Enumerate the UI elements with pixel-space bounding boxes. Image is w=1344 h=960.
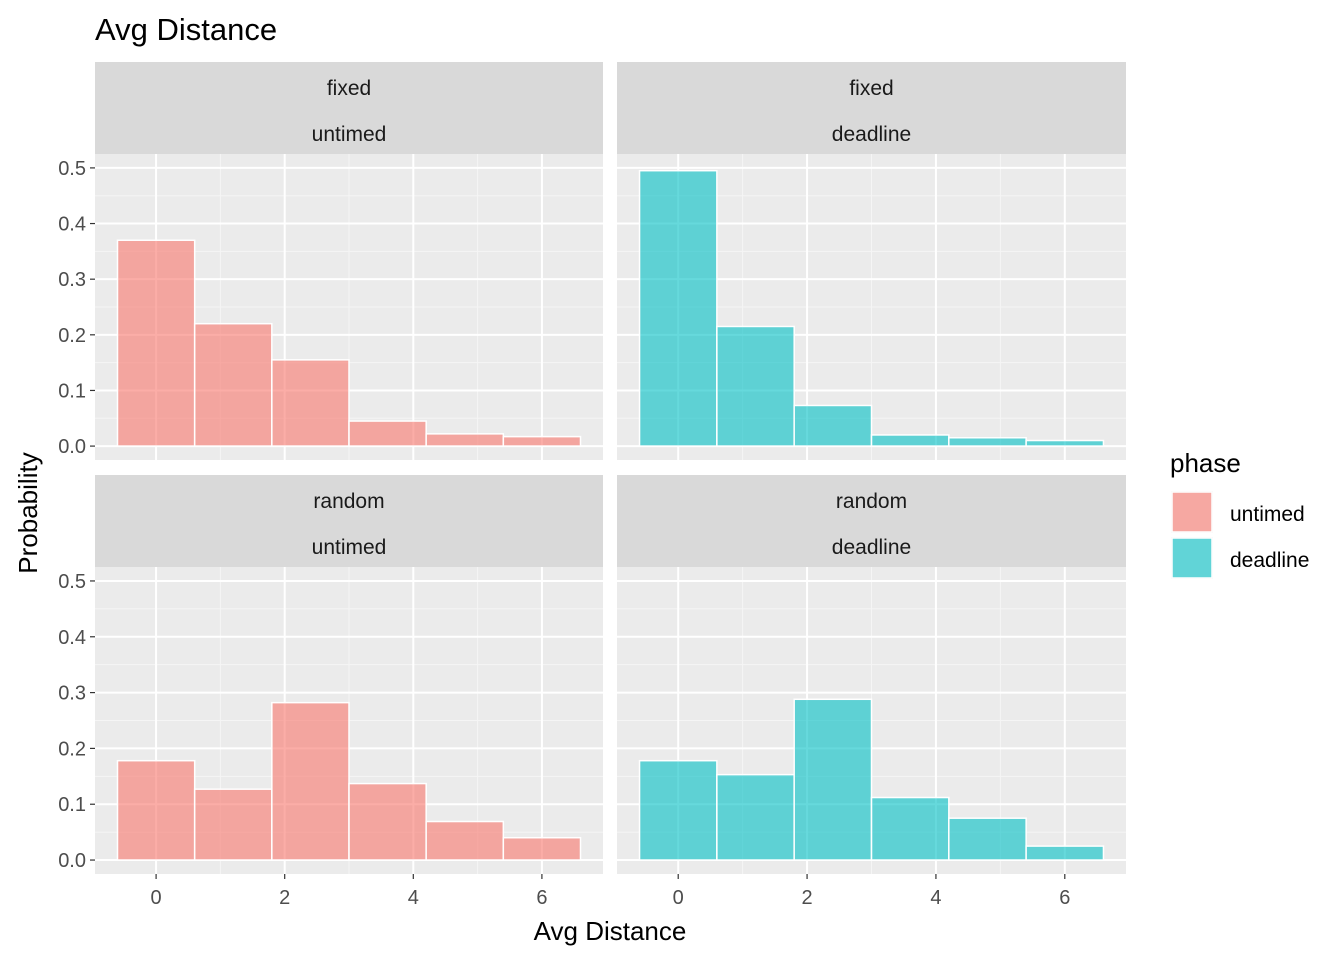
y-tick-label: 0.0 [58,850,86,872]
histogram-bar [638,759,718,861]
histogram-bar [502,435,582,447]
axes: 0.0 0.1 0.2 0.3 0.4 0.5 0.0 0.1 0.2 0.3 0.4 0.5 0 2 4 6… [58,158,1070,909]
histogram-bar [716,773,795,861]
legend-swatch [1171,537,1213,579]
facet-strip [95,475,603,567]
x-tick-label: 2 [279,887,290,909]
y-tick-label: 0.5 [58,571,86,593]
histogram-bar [638,169,718,447]
panel: fixed untimed [95,62,603,460]
histogram-bar [116,759,196,861]
x-tick-label: 0 [673,887,684,909]
y-tick-label: 0.1 [58,794,86,816]
y-tick-label: 0.1 [58,380,86,402]
x-tick-label: 6 [1059,887,1070,909]
strip-label: untimed [312,123,387,146]
strip-label: deadline [832,536,911,559]
histogram-bar [271,701,350,861]
legend-title: phase [1170,448,1241,478]
histogram-bar [793,404,873,447]
histogram-bar [116,239,196,447]
x-tick-label: 0 [151,887,162,909]
y-tick-label: 0.2 [58,325,86,347]
histogram-bar [1025,439,1105,447]
y-tick-label: 0.2 [58,738,86,760]
facet-strip [617,475,1126,567]
histogram-bar [793,698,873,861]
legend-label: deadline [1230,549,1309,572]
histogram-bar [870,434,950,447]
panels: fixeduntimedfixeddeadlinerandomuntimedra… [95,62,1126,874]
histogram-bar [271,359,350,447]
histogram-bar [948,817,1027,861]
y-tick-label: 0.3 [58,683,86,705]
y-tick-label: 0.0 [58,436,86,458]
x-tick-label: 2 [802,887,813,909]
facet-strip [617,62,1126,154]
histogram-bar [348,782,427,861]
x-tick-label: 6 [536,887,547,909]
facet-strip [95,62,603,154]
strip-label: fixed [327,77,371,100]
y-tick-label: 0.4 [58,214,86,236]
x-tick-label: 4 [930,887,941,909]
panel: random untimed [95,475,603,874]
histogram-bar [870,796,950,861]
histogram-bar [193,322,273,447]
y-tick-label: 0.3 [58,269,86,291]
strip-label: fixed [849,77,893,100]
histogram-bar [1025,845,1105,861]
x-tick-label: 4 [408,887,419,909]
panel: random deadline [617,475,1126,874]
histogram-bar [425,820,505,861]
y-tick-label: 0.5 [58,158,86,180]
y-axis-title: Probability [13,452,43,573]
strip-label: random [313,490,384,513]
legend-label: untimed [1230,503,1305,526]
legend-swatch [1171,491,1213,533]
histogram-bar [425,433,505,447]
legend: phase untimed deadline [1170,448,1309,579]
histogram-bar [502,836,582,861]
x-axis-title: Avg Distance [534,916,687,946]
histogram-bar [948,436,1027,447]
histogram-bar [716,325,795,447]
y-tick-label: 0.4 [58,627,86,649]
histogram-bar [348,420,427,447]
histogram-bar [193,788,273,861]
chart-title: Avg Distance [95,12,277,47]
strip-label: deadline [832,123,911,146]
strip-label: random [836,490,907,513]
panel: fixed deadline [617,62,1126,460]
strip-label: untimed [312,536,387,559]
